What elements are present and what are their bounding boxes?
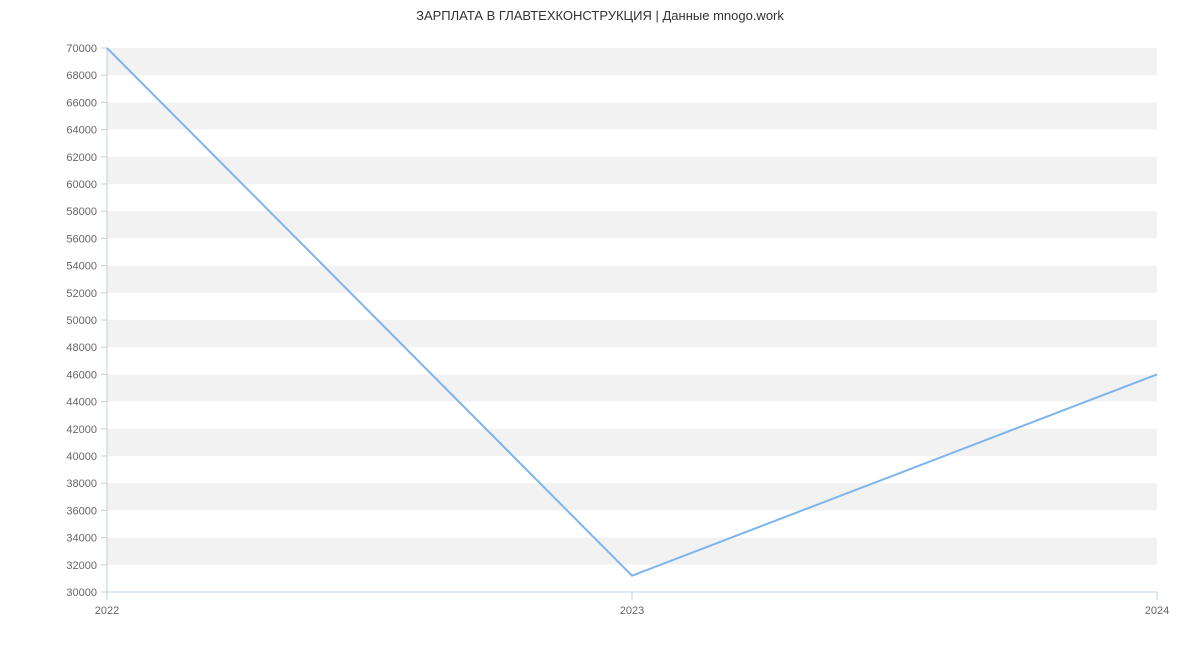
y-tick-label: 30000 [66,587,97,599]
y-tick-label: 38000 [66,478,97,490]
grid-band [107,266,1157,293]
y-tick-label: 58000 [66,206,97,218]
grid-band [107,538,1157,565]
y-tick-label: 52000 [66,288,97,300]
x-tick-label: 2024 [1145,605,1169,617]
y-tick-label: 44000 [66,397,97,409]
grid-band [107,565,1157,592]
y-tick-label: 36000 [66,505,97,517]
grid-band [107,293,1157,320]
grid-band [107,320,1157,347]
y-tick-label: 66000 [66,97,97,109]
x-tick-label: 2023 [620,605,644,617]
y-tick-label: 68000 [66,70,97,82]
chart-svg: 30000 32000 34000 36000 38000 40000 42000 44000… [0,0,1200,650]
grid-band [107,130,1157,157]
y-tick-label: 62000 [66,152,97,164]
grid-band [107,48,1157,75]
grid-band [107,456,1157,483]
grid-band [107,483,1157,510]
y-tick-label: 40000 [66,451,97,463]
grid-band [107,347,1157,374]
y-tick-label: 48000 [66,342,97,354]
grid-band [107,429,1157,456]
grid-band [107,238,1157,265]
y-tick-label: 46000 [66,369,97,381]
y-tick-label: 64000 [66,125,97,137]
salary-line-chart: ЗАРПЛАТА В ГЛАВТЕХКОНСТРУКЦИЯ | Данные m… [0,0,1200,650]
y-tick-label: 60000 [66,179,97,191]
y-tick-label: 56000 [66,233,97,245]
grid-band [107,402,1157,429]
x-tick-label: 2022 [95,605,119,617]
grid-band [107,157,1157,184]
y-tick-label: 34000 [66,533,97,545]
grid-band [107,75,1157,102]
grid-band [107,102,1157,129]
grid-band [107,510,1157,537]
y-tick-label: 32000 [66,560,97,572]
grid-band [107,374,1157,401]
grid-band [107,211,1157,238]
y-tick-label: 54000 [66,261,97,273]
y-tick-label: 42000 [66,424,97,436]
y-tick-label: 70000 [66,43,97,55]
y-tick-label: 50000 [66,315,97,327]
